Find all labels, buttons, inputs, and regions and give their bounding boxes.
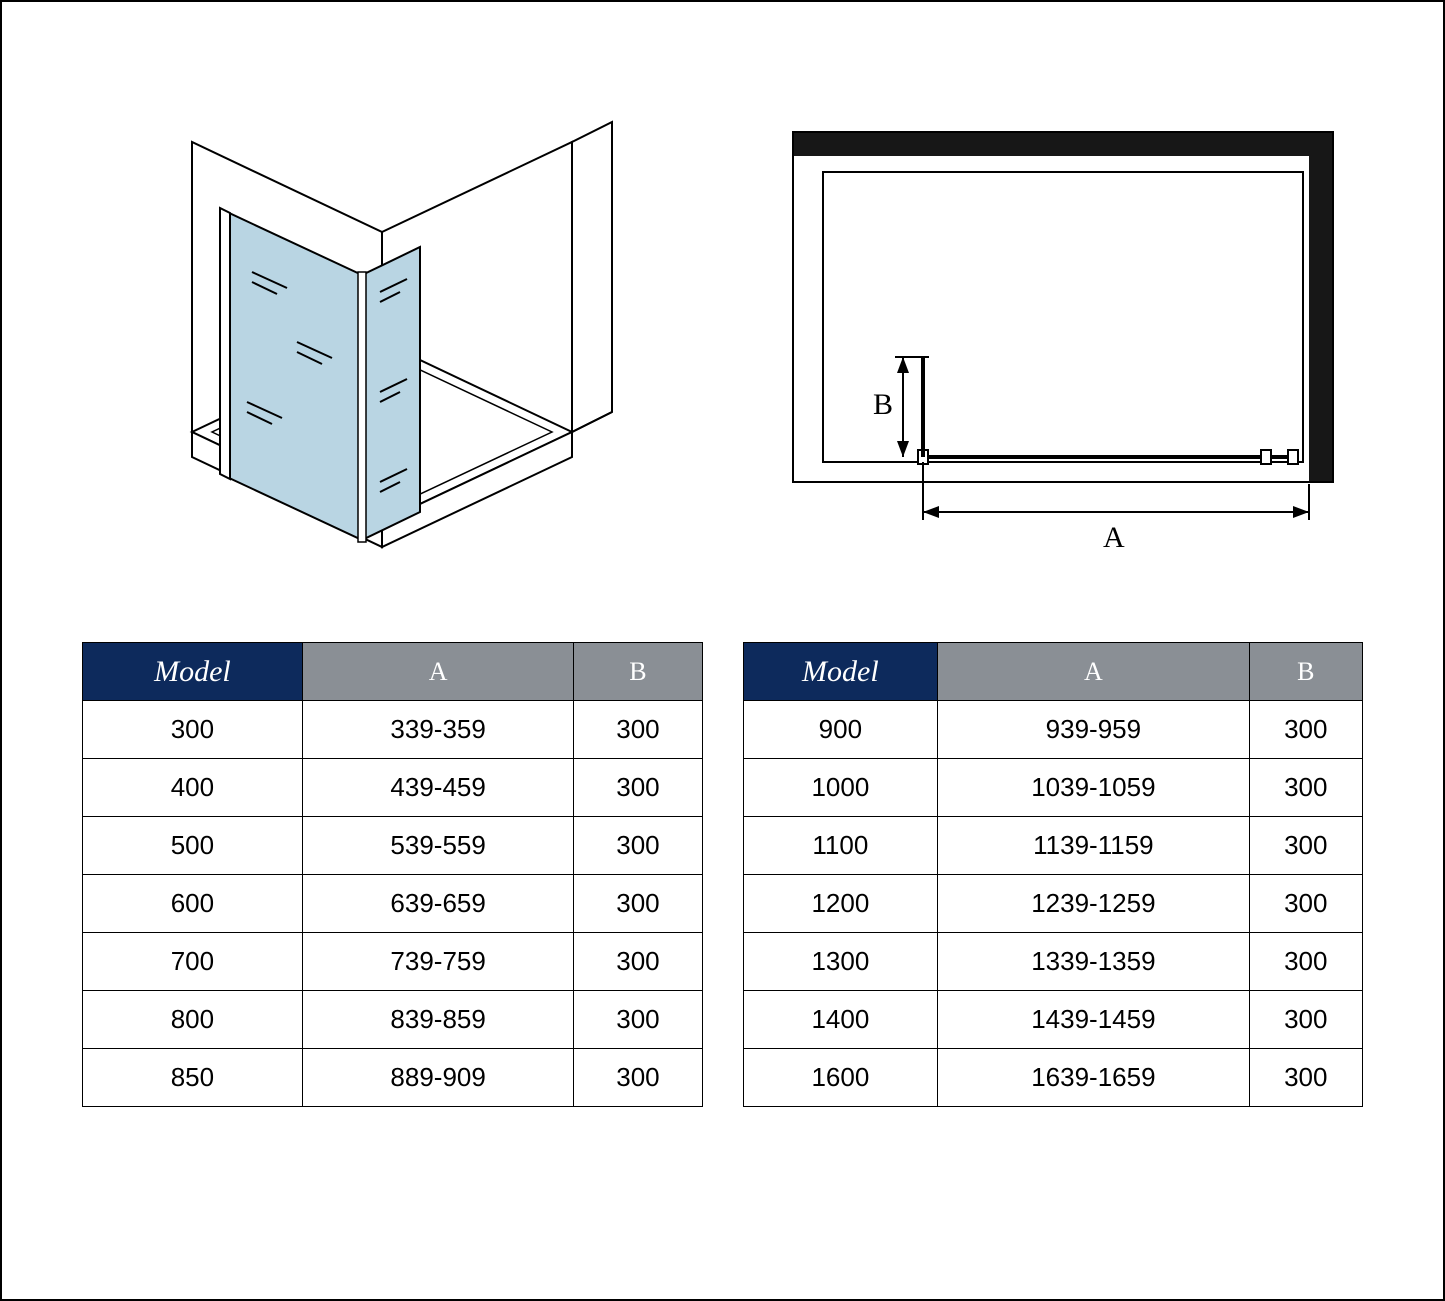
dim-label-b: B (873, 388, 893, 421)
dim-label-a: A (1103, 521, 1125, 554)
table-row: 16001639-1659300 (743, 1049, 1363, 1107)
th-a: A (938, 643, 1249, 701)
page: B A Model A B 300339-359300 (0, 0, 1445, 1301)
isometric-diagram (42, 62, 723, 602)
table-row: 800839-859300 (83, 991, 703, 1049)
table-row: 12001239-1259300 (743, 875, 1363, 933)
spec-table-right: Model A B 900939-959300 10001039-1059300… (743, 642, 1364, 1107)
table-row: 10001039-1059300 (743, 759, 1363, 817)
iso-svg (132, 92, 632, 572)
th-b: B (574, 643, 702, 701)
table-row: 850889-909300 (83, 1049, 703, 1107)
table-row: 400439-459300 (83, 759, 703, 817)
table-row: 14001439-1459300 (743, 991, 1363, 1049)
th-b: B (1249, 643, 1362, 701)
table-row: 600639-659300 (83, 875, 703, 933)
table-row: 11001139-1159300 (743, 817, 1363, 875)
table-row: 13001339-1359300 (743, 933, 1363, 991)
table-row: 300339-359300 (83, 701, 703, 759)
plan-svg: B A (753, 92, 1373, 572)
th-model: Model (83, 643, 303, 701)
th-a: A (302, 643, 574, 701)
spec-table-left: Model A B 300339-359300 400439-459300 50… (82, 642, 703, 1107)
th-model: Model (743, 643, 938, 701)
table-row: 500539-559300 (83, 817, 703, 875)
diagram-row: B A (2, 2, 1443, 642)
table-row: 900939-959300 (743, 701, 1363, 759)
table-row: 700739-759300 (83, 933, 703, 991)
tables-row: Model A B 300339-359300 400439-459300 50… (2, 642, 1443, 1167)
plan-diagram: B A (723, 62, 1404, 602)
